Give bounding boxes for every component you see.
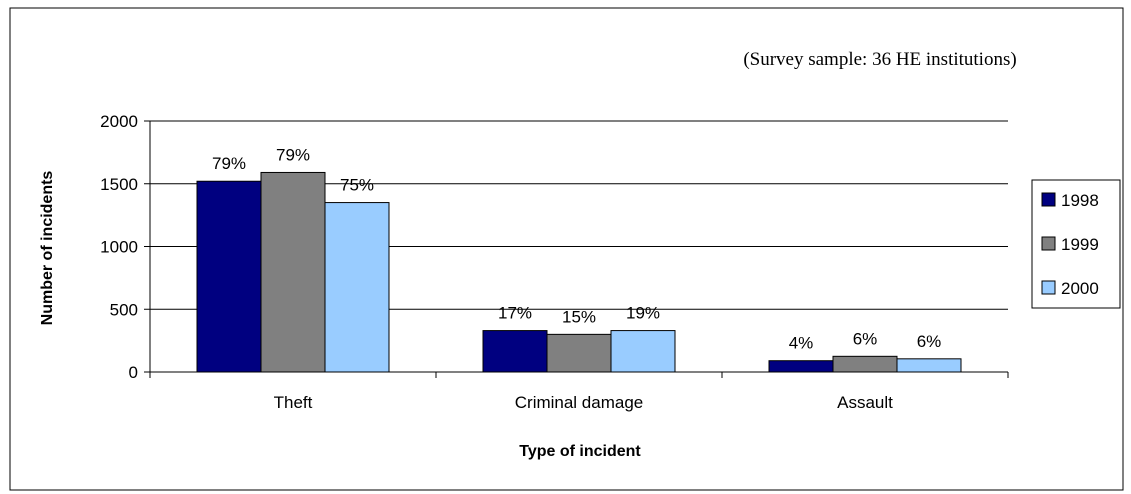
bar-1998-0 bbox=[196, 180, 262, 373]
y-tick-label: 2000 bbox=[100, 112, 138, 131]
y-tick-label: 500 bbox=[110, 300, 138, 319]
legend-label-1998: 1998 bbox=[1061, 191, 1099, 210]
x-tick-label: Criminal damage bbox=[515, 393, 644, 412]
y-tick-label: 1500 bbox=[100, 175, 138, 194]
axes: 0 500 1000 1500 2000 Theft Criminal damage Assa… bbox=[100, 112, 1009, 412]
data-label: 6% bbox=[917, 332, 942, 351]
data-labels: 79% 17% 4% 79% 15% 6% 75% 19% 6% bbox=[212, 145, 941, 352]
data-label: 79% bbox=[276, 145, 310, 164]
data-label: 15% bbox=[562, 307, 596, 326]
y-axis-label: Number of incidents bbox=[39, 171, 56, 326]
bar-2000-0 bbox=[324, 202, 390, 373]
data-label: 6% bbox=[853, 329, 878, 348]
x-tick-label: Assault bbox=[837, 393, 893, 412]
legend: 1998 1999 2000 bbox=[1031, 179, 1121, 309]
bar-2000-1 bbox=[610, 330, 676, 373]
x-tick-label: Theft bbox=[274, 393, 313, 412]
legend-swatch-2000 bbox=[1041, 280, 1056, 295]
data-label: 75% bbox=[340, 176, 374, 195]
legend-swatch-1999 bbox=[1041, 236, 1056, 251]
data-label: 17% bbox=[498, 304, 532, 323]
legend-label-1999: 1999 bbox=[1061, 235, 1099, 254]
data-label: 79% bbox=[212, 154, 246, 173]
y-tick-label: 1000 bbox=[100, 238, 138, 257]
bar-2000-2 bbox=[896, 358, 962, 373]
bar-1998-1 bbox=[482, 330, 548, 373]
data-label: 19% bbox=[626, 304, 660, 323]
x-axis-label: Type of incident bbox=[519, 443, 641, 460]
y-tick-label: 0 bbox=[129, 363, 138, 382]
bar-1998-2 bbox=[768, 360, 834, 373]
bar-1999-1 bbox=[546, 333, 612, 373]
legend-label-2000: 2000 bbox=[1061, 279, 1099, 298]
chart-subtitle: (Survey sample: 36 HE institutions) bbox=[743, 49, 1016, 70]
bar-1999-0 bbox=[260, 171, 326, 373]
chart-border bbox=[9, 7, 1124, 491]
data-label: 4% bbox=[789, 334, 814, 353]
legend-swatch-1998 bbox=[1041, 192, 1056, 207]
bar-1999-2 bbox=[832, 355, 898, 373]
